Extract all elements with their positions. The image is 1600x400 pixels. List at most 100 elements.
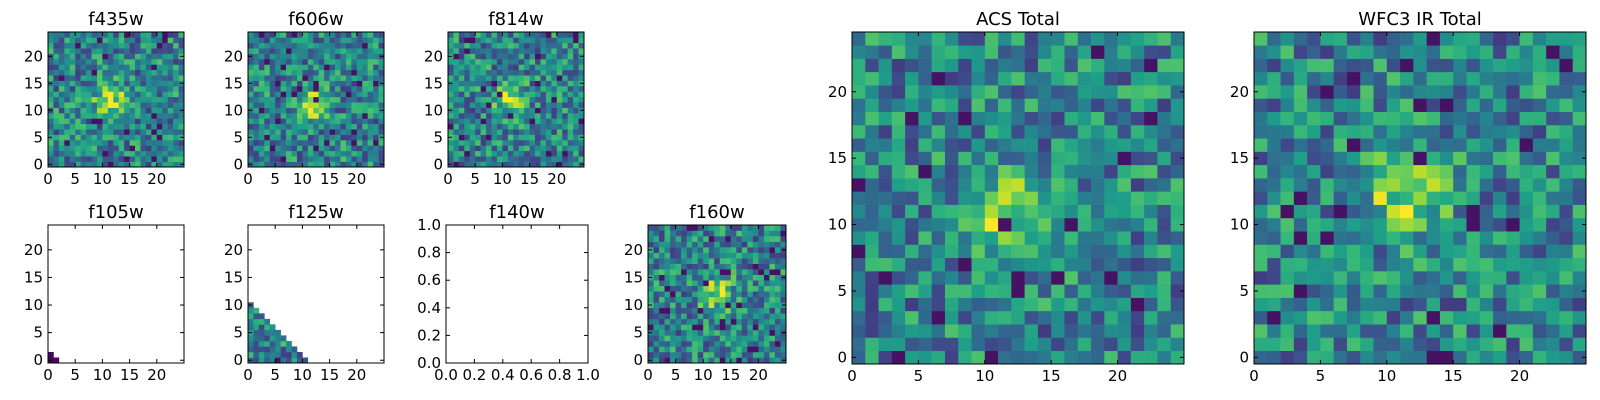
heatmap-cell: [692, 236, 698, 242]
heatmap-cell: [747, 263, 754, 270]
panel-title: ACS Total: [976, 9, 1060, 30]
heatmap-cell: [124, 140, 130, 146]
heatmap-cell: [80, 113, 87, 119]
heatmap-cell: [1130, 350, 1145, 365]
heatmap-cell: [1157, 178, 1172, 192]
heatmap-cell: [1546, 271, 1560, 285]
heatmap-cell: [540, 64, 547, 71]
heatmap-cell: [378, 123, 385, 130]
heatmap-cell: [162, 102, 168, 108]
heatmap-cell: [1091, 58, 1105, 73]
heatmap-cell: [502, 42, 509, 49]
heatmap-cell: [313, 96, 320, 103]
heatmap-cell: [280, 123, 287, 130]
heatmap-cell: [80, 129, 87, 135]
heatmap-cell: [1559, 124, 1574, 139]
x-tick-label: 15: [120, 170, 139, 188]
heatmap-cell: [905, 231, 919, 245]
heatmap-cell: [151, 53, 158, 60]
heatmap-cell: [96, 123, 103, 130]
heatmap-cell: [53, 123, 60, 130]
x-tick-label: 15: [120, 366, 139, 384]
y-tick-label: 5: [433, 128, 443, 146]
heatmap-cell: [1024, 244, 1039, 259]
heatmap-cell: [529, 64, 536, 71]
heatmap-cell: [464, 75, 471, 81]
heatmap-cell: [502, 113, 509, 119]
heatmap-cell: [302, 102, 309, 108]
heatmap-cell: [535, 42, 541, 49]
heatmap-cell: [373, 140, 379, 146]
heatmap-cell: [1307, 217, 1321, 232]
heatmap-cell: [351, 91, 358, 98]
heatmap-cell: [1157, 204, 1172, 219]
heatmap-cell: [714, 351, 721, 358]
heatmap-cell: [670, 274, 676, 281]
heatmap-cell: [1466, 45, 1481, 59]
heatmap-cell: [1572, 71, 1587, 86]
heatmap-cell: [1064, 45, 1079, 59]
heatmap-cell: [253, 313, 260, 320]
heatmap-cell: [573, 32, 579, 38]
heatmap-cell: [507, 96, 514, 103]
heatmap-cell: [1373, 231, 1388, 245]
heatmap-cell: [686, 258, 693, 264]
heatmap-cell: [1572, 178, 1587, 192]
heatmap-cell: [1559, 58, 1574, 73]
heatmap-cell: [1400, 271, 1414, 285]
heatmap-cell: [269, 156, 276, 162]
heatmap-cell: [1386, 271, 1401, 285]
heatmap-cell: [69, 107, 76, 114]
heatmap-cell: [659, 247, 665, 253]
heatmap-cell: [1413, 217, 1427, 232]
heatmap-cell: [286, 64, 292, 71]
heatmap-cell: [1493, 71, 1507, 86]
heatmap-cell: [780, 346, 787, 353]
heatmap-cell: [741, 318, 748, 325]
heatmap-cell: [1439, 178, 1454, 192]
heatmap-cell: [686, 285, 693, 292]
heatmap-cell: [356, 145, 363, 152]
heatmap-cell: [1320, 178, 1334, 192]
heatmap-cell: [1064, 257, 1079, 272]
heatmap-cell: [719, 296, 726, 303]
heatmap-cell: [156, 140, 163, 146]
heatmap-cell: [714, 346, 721, 353]
heatmap-cell: [280, 107, 287, 114]
heatmap-cell: [178, 37, 185, 44]
heatmap-cell: [173, 96, 179, 103]
heatmap-cell: [275, 118, 281, 125]
heatmap-cell: [335, 37, 341, 44]
heatmap-cell: [692, 258, 698, 264]
heatmap-cell: [373, 64, 379, 71]
heatmap-cell: [578, 69, 585, 76]
heatmap-cell: [562, 118, 568, 125]
heatmap-cell: [1360, 191, 1374, 205]
heatmap-cell: [1037, 217, 1052, 232]
heatmap-cell: [944, 45, 959, 59]
heatmap-cell: [692, 318, 698, 325]
heatmap-cell: [53, 161, 60, 168]
heatmap-cell: [741, 324, 748, 331]
heatmap-cell: [891, 178, 906, 192]
heatmap-cell: [686, 296, 693, 303]
heatmap-cell: [140, 53, 147, 60]
heatmap-cell: [253, 318, 260, 325]
heatmap-cell: [469, 129, 476, 135]
heatmap-cell: [703, 274, 710, 281]
heatmap-cell: [362, 161, 368, 168]
heatmap-cell: [296, 37, 303, 44]
heatmap-cell: [302, 48, 309, 54]
heatmap-cell: [736, 285, 743, 292]
heatmap-cell: [1453, 217, 1467, 232]
heatmap-cell: [275, 113, 281, 119]
heatmap-cell: [378, 64, 385, 71]
heatmap-cell: [102, 118, 109, 125]
heatmap-cell: [318, 86, 325, 92]
heatmap-cell: [486, 156, 492, 162]
heatmap-cell: [135, 75, 141, 81]
heatmap-cell: [1373, 71, 1388, 86]
heatmap-cell: [513, 75, 520, 81]
heatmap-cell: [958, 32, 972, 46]
heatmap-cell: [1024, 217, 1039, 232]
